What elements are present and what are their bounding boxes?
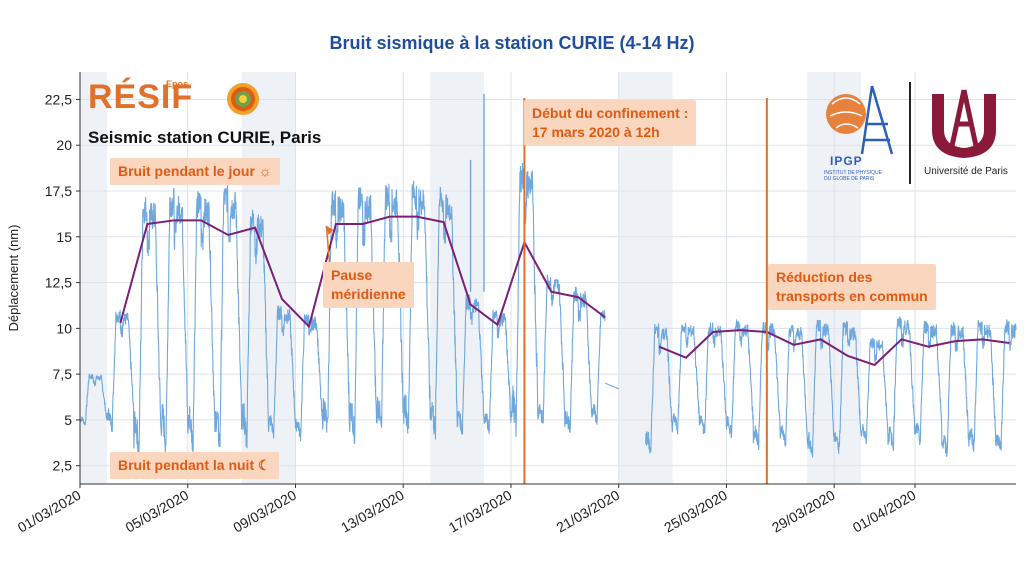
y-tick-label: 20 [56, 137, 72, 153]
raw-noise-line [79, 162, 606, 456]
y-tick-label: 2,5 [53, 458, 73, 474]
x-tick-label: 01/03/2020 [15, 487, 84, 536]
resif-logo: Epos RÉSIF [86, 76, 266, 126]
ipgp-label: IPGP [830, 154, 863, 168]
resif-logo-wordmark: RÉSIF [88, 78, 194, 116]
y-tick-label: 10 [56, 320, 72, 336]
chart-title: Bruit sismique à la station CURIE (4-14 … [329, 33, 695, 53]
y-axis-label: Déplacement (nm) [6, 225, 21, 332]
logo-divider [909, 82, 911, 184]
resif-logo-target-icon [227, 83, 259, 115]
annotation-night-noise: Bruit pendant la nuit ☾ [110, 452, 279, 479]
y-tick-label: 22,5 [45, 91, 72, 107]
raw-noise-gap [605, 382, 619, 390]
lunch-break-arrowhead [326, 225, 334, 235]
x-tick-label: 29/03/2020 [769, 487, 838, 536]
daily-median-line [658, 329, 1010, 367]
annotation-day-noise: Bruit pendant le jour ☼ [110, 158, 280, 185]
lunch-break-arrow [325, 225, 331, 269]
station-subtitle: Seismic station CURIE, Paris [88, 128, 322, 147]
ipgp-eiffel-icon [826, 85, 894, 155]
y-tick-label: 5 [64, 412, 72, 428]
y-tick-label: 15 [56, 229, 72, 245]
ipgp-sublabel: INSTITUT DE PHYSIQUE DU GLOBE DE PARIS [824, 170, 882, 182]
annotation-lockdown-start: Début du confinement : 17 mars 2020 à 12… [524, 100, 697, 146]
x-tick-label: 25/03/2020 [661, 487, 730, 536]
x-tick-label: 13/03/2020 [338, 487, 407, 536]
universite-paris-emblem-icon [932, 89, 996, 158]
universite-paris-logo: Université de Paris [924, 86, 1008, 186]
x-tick-label: 09/03/2020 [230, 487, 299, 536]
universite-paris-label: Université de Paris [924, 166, 1008, 177]
y-tick-label: 12,5 [45, 275, 72, 291]
y-tick-label: 17,5 [45, 183, 72, 199]
raw-noise-line [645, 316, 1017, 458]
resif-logo-epos: Epos [166, 79, 189, 89]
x-tick-label: 21/03/2020 [554, 487, 623, 536]
annotation-transport-reduction: Réduction des transports en commun [768, 264, 936, 310]
x-tick-label: 01/04/2020 [850, 487, 919, 536]
y-tick-label: 7,5 [53, 366, 73, 382]
weekend-band [80, 72, 107, 484]
ipgp-logo: IPGP INSTITUT DE PHYSIQUE DU GLOBE DE PA… [822, 84, 900, 188]
x-tick-label: 05/03/2020 [123, 487, 192, 536]
x-tick-label: 17/03/2020 [446, 487, 515, 536]
annotation-lunch-break: Pause méridienne [323, 262, 414, 308]
